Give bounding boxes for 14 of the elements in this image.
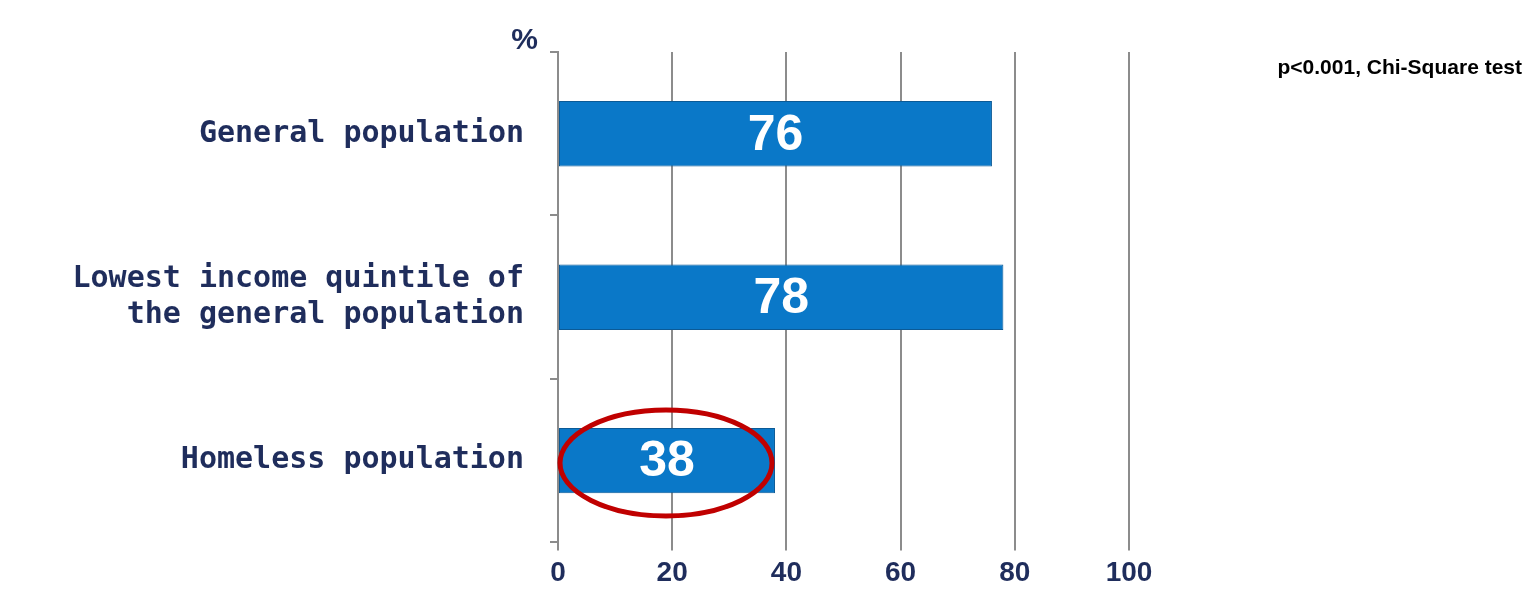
x-tick-label: 40 [770,555,802,587]
y-tick-label: Lowest income quintile of the general population [72,259,524,330]
x-axis-title: % [511,22,538,56]
data-label: 38 [639,431,695,488]
x-tick-label: 0 [550,555,566,587]
x-tick-label: 100 [1105,555,1153,587]
x-tick-label: 80 [999,555,1031,587]
data-label: 78 [753,267,809,324]
y-tick-label: Homeless population [180,440,524,476]
x-tick-label: 60 [885,555,917,587]
data-label: 76 [747,104,804,161]
y-tick-label: General population [198,113,524,149]
x-tick-label: 20 [656,555,688,587]
text: p<0.001, Chi-Square test [1277,54,1522,78]
